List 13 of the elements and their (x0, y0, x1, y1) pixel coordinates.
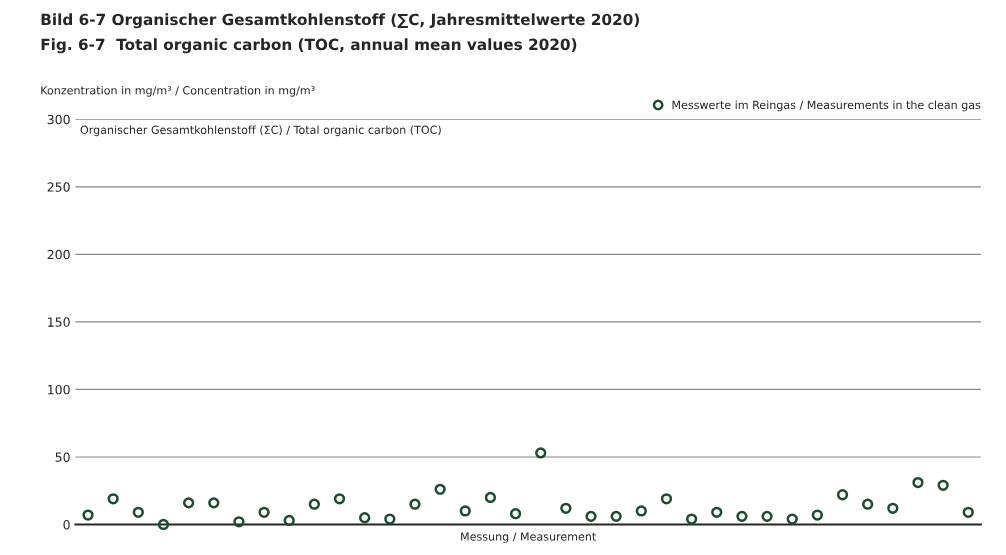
legend-label: Messwerte im Reingas / Measurements in the clean gas (672, 100, 981, 112)
chart-subtitle: Fig. 6-7 Total organic carbon (TOC, annual mean values 2020) (41, 38, 577, 54)
y-tick-label: 50 (55, 452, 70, 462)
y-tick-label: 300 (47, 114, 70, 125)
y-tick-label: 100 (48, 384, 70, 395)
x-axis-title: Messung / Measurement (461, 532, 596, 543)
y-tick-label: 250 (47, 182, 70, 192)
y-tick-label: 0 (63, 519, 70, 530)
y-axis-title: Konzentration in mg/m³ / Concentration in mg/m³ (41, 85, 315, 97)
chart-title: Bild 6-7 Organischer Gesamtkohlenstoff (∑C, Jahresmittelwerte 2020) (41, 13, 639, 29)
y-tick-label: 200 (47, 249, 70, 260)
y-tick-label: 150 (48, 317, 70, 327)
annotation: Organischer Gesamtkohlenstoff (ΣC) / Total organic carbon (TOC) (80, 125, 441, 137)
